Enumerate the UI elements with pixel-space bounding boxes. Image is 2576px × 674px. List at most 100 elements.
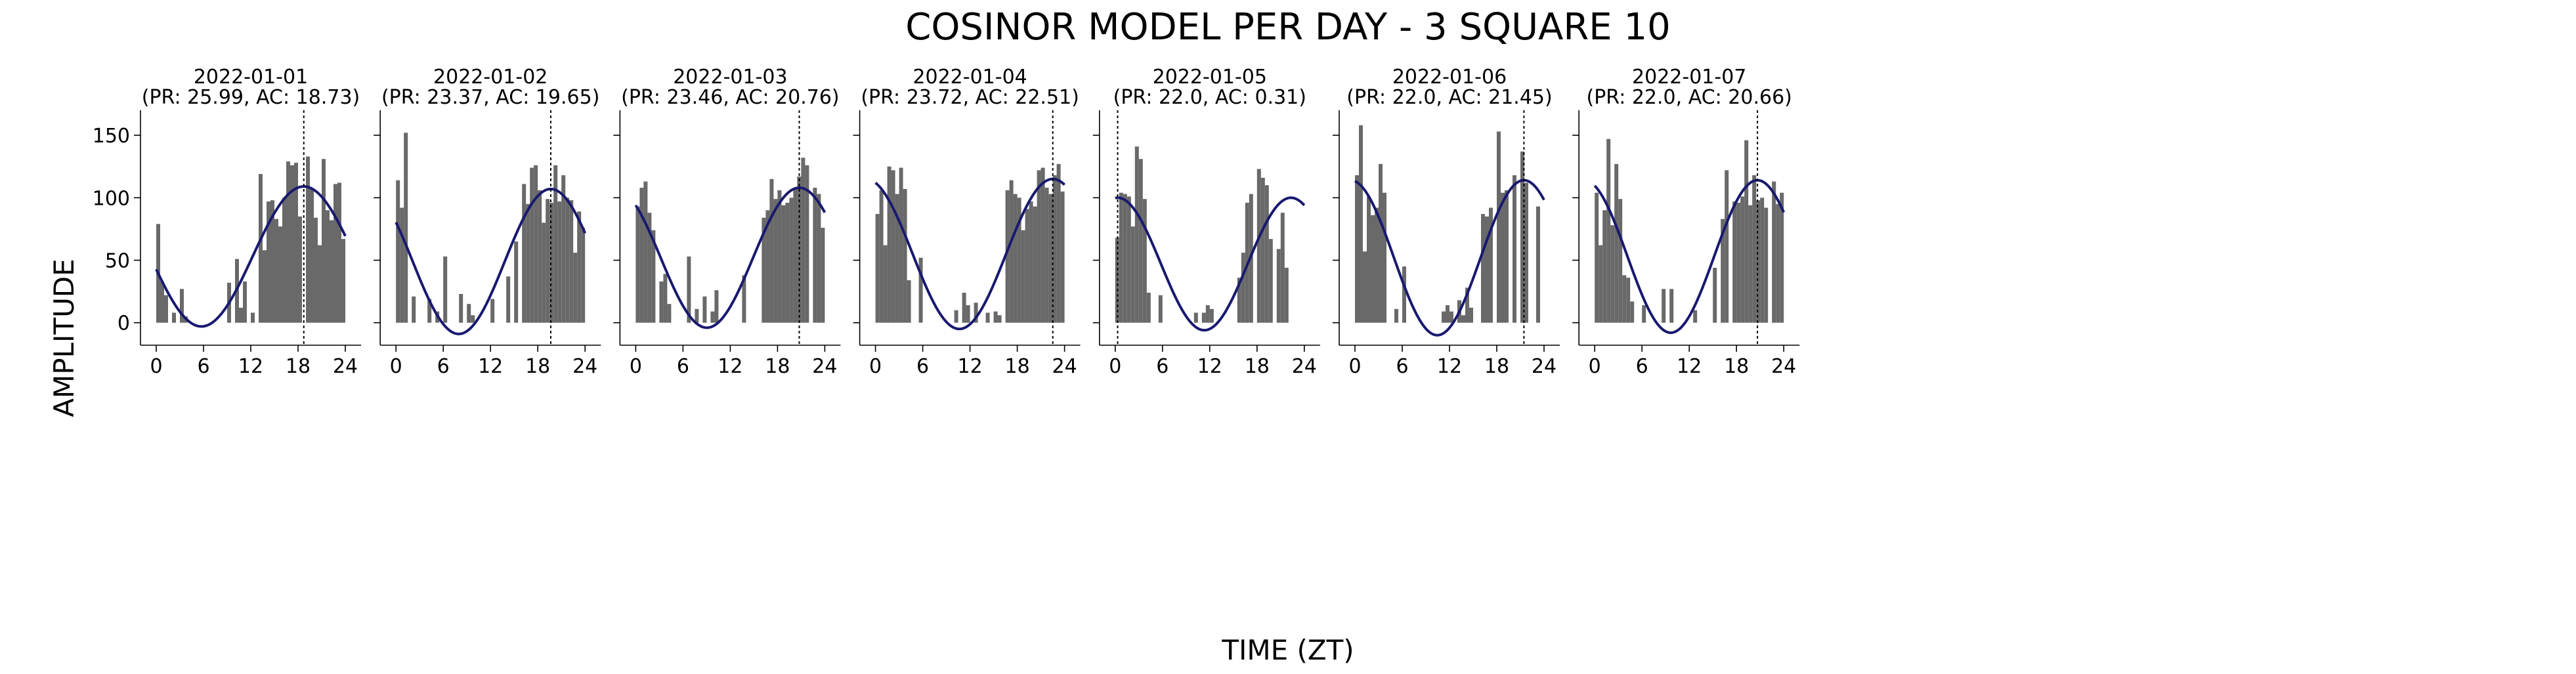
bar bbox=[762, 217, 766, 323]
bar bbox=[635, 206, 640, 323]
bar bbox=[443, 256, 448, 323]
bar bbox=[314, 217, 318, 323]
x-tick-label: 12 bbox=[1437, 355, 1462, 378]
bar bbox=[1402, 266, 1406, 323]
bar bbox=[333, 184, 337, 323]
bar bbox=[1130, 226, 1135, 323]
bar bbox=[577, 211, 582, 323]
bar bbox=[1375, 207, 1379, 323]
bar bbox=[1505, 190, 1509, 323]
bar bbox=[326, 210, 330, 323]
x-tick-label: 24 bbox=[1292, 355, 1317, 378]
bar bbox=[1367, 196, 1371, 323]
bar bbox=[506, 276, 511, 323]
bar bbox=[1268, 239, 1273, 323]
bar bbox=[1469, 307, 1473, 323]
bar bbox=[294, 162, 298, 323]
bar bbox=[1013, 194, 1018, 323]
x-tick-label: 6 bbox=[1396, 355, 1408, 378]
bar bbox=[1355, 175, 1359, 323]
bar bbox=[1025, 209, 1029, 323]
panel-2022-01-04: 2022-01-04(PR: 23.72, AC: 22.51) 0 6 12 18 24 bbox=[853, 66, 1081, 378]
x-tick-label: 12 bbox=[1197, 355, 1222, 378]
bar bbox=[1736, 202, 1741, 323]
x-tick-label: 18 bbox=[1005, 355, 1030, 378]
bar bbox=[1614, 163, 1619, 323]
bar bbox=[1371, 215, 1375, 323]
bar bbox=[1780, 192, 1784, 323]
panel-2022-01-07: 2022-01-07(PR: 22.0, AC: 20.66) 0 6 12 18 24 bbox=[1572, 66, 1800, 378]
bar bbox=[1037, 170, 1041, 323]
bar bbox=[918, 257, 923, 323]
cosinor-curve bbox=[1115, 196, 1306, 332]
panel-2022-01-01: 2022-01-01(PR: 25.99, AC: 18.73) 0 6 12 18 24… bbox=[93, 66, 361, 378]
bar bbox=[1446, 305, 1449, 323]
bar bbox=[966, 305, 970, 323]
x-tick-label: 0 bbox=[630, 355, 642, 378]
bar bbox=[1497, 131, 1501, 323]
figure-xlabel: TIME (ZT) bbox=[1221, 634, 1354, 666]
panel-2022-01-06: 2022-01-06(PR: 22.0, AC: 21.45) 0 6 12 18 24 bbox=[1333, 66, 1560, 378]
bar bbox=[875, 214, 880, 323]
bar bbox=[1481, 214, 1485, 323]
cosinor-curve bbox=[1593, 179, 1786, 334]
bar bbox=[1513, 175, 1516, 323]
bar bbox=[1256, 169, 1261, 323]
bar bbox=[663, 274, 668, 323]
bar bbox=[290, 165, 294, 323]
bar bbox=[781, 205, 786, 323]
bar bbox=[404, 133, 408, 323]
x-tick-label: 0 bbox=[390, 355, 402, 378]
bar bbox=[1764, 207, 1769, 323]
cosinor-curve bbox=[634, 186, 826, 329]
bar bbox=[1610, 225, 1615, 323]
bar bbox=[1142, 199, 1147, 323]
panels-group: 2022-01-01(PR: 25.99, AC: 18.73) 0 6 12 18 24… bbox=[93, 66, 1800, 378]
bar bbox=[1127, 196, 1131, 323]
bar bbox=[817, 194, 821, 323]
x-tick-label: 0 bbox=[1589, 355, 1601, 378]
cosinor-curve bbox=[155, 185, 347, 328]
bar bbox=[805, 165, 809, 323]
bar bbox=[985, 312, 990, 323]
bar bbox=[1260, 177, 1265, 323]
bar bbox=[298, 216, 302, 323]
bar bbox=[821, 228, 825, 323]
x-tick-label: 0 bbox=[1109, 355, 1121, 378]
bar bbox=[1606, 138, 1611, 323]
figure-title: COSINOR MODEL PER DAY - 3 SQUARE 10 bbox=[905, 6, 1671, 49]
bar bbox=[1740, 196, 1745, 323]
bar bbox=[1284, 267, 1289, 323]
panel-title-date: 2022-01-06 bbox=[1392, 66, 1507, 89]
bar bbox=[647, 213, 652, 323]
bar bbox=[1602, 210, 1607, 323]
bar bbox=[569, 200, 574, 323]
bar bbox=[1009, 180, 1014, 323]
bar bbox=[1642, 305, 1646, 323]
bar bbox=[1744, 140, 1749, 323]
bar bbox=[243, 281, 247, 323]
x-tick-label: 12 bbox=[1677, 355, 1702, 378]
bar bbox=[1138, 159, 1143, 323]
bar bbox=[459, 293, 463, 323]
bar bbox=[573, 253, 578, 323]
bar bbox=[341, 239, 345, 323]
panel-2022-01-05: 2022-01-05(PR: 22.0, AC: 0.31) 0 6 12 18 24 bbox=[1092, 66, 1320, 378]
x-tick-label: 6 bbox=[1636, 355, 1648, 378]
bar bbox=[538, 190, 542, 323]
bar bbox=[412, 296, 416, 323]
bar bbox=[282, 198, 286, 323]
bar bbox=[546, 199, 550, 323]
bar bbox=[1021, 230, 1025, 323]
x-tick-label: 18 bbox=[525, 355, 550, 378]
bar bbox=[1626, 278, 1631, 323]
bar bbox=[1394, 308, 1398, 323]
cosinor-curve bbox=[1354, 179, 1545, 337]
bar bbox=[1776, 203, 1780, 323]
panel-2022-01-03: 2022-01-03(PR: 23.46, AC: 20.76) 0 6 12 18 24 bbox=[613, 66, 841, 378]
bar bbox=[1536, 206, 1540, 323]
y-tick-label: 0 bbox=[118, 312, 130, 335]
cosinor-curve bbox=[395, 187, 587, 335]
bar bbox=[400, 207, 404, 323]
bar bbox=[1599, 245, 1603, 323]
